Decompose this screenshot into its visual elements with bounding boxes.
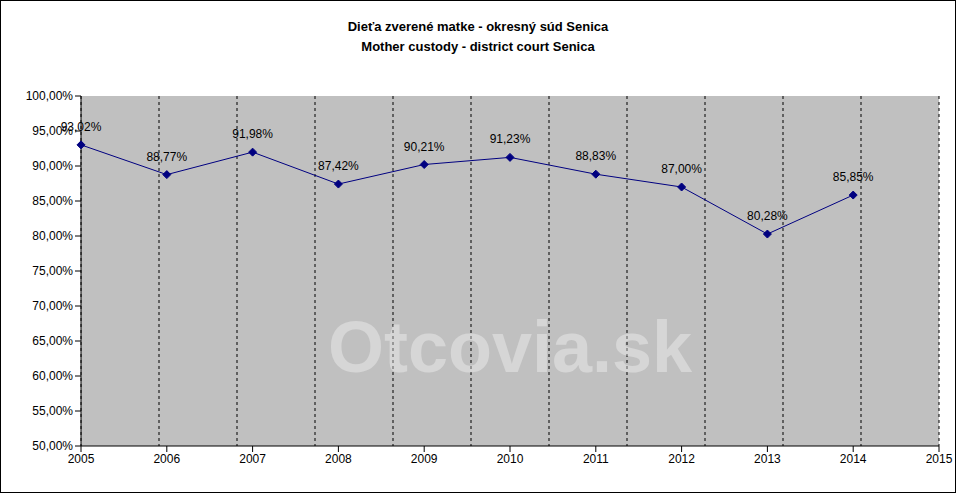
- svg-text:2006: 2006: [153, 452, 180, 466]
- svg-text:80,28%: 80,28%: [747, 209, 788, 223]
- html-text:Dieťa zverené matke - okresný: Dieťa zverené matke - okresný súd Senica: [347, 19, 609, 34]
- svg-text:90,00%: 90,00%: [32, 159, 73, 173]
- svg-text:88,83%: 88,83%: [575, 149, 616, 163]
- svg-text:90,21%: 90,21%: [404, 140, 445, 154]
- svg-text:85,85%: 85,85%: [833, 170, 874, 184]
- svg-text:2009: 2009: [411, 452, 438, 466]
- html-text:Otcovia.sk: Otcovia.sk: [327, 307, 693, 387]
- svg-text:100,00%: 100,00%: [26, 89, 74, 103]
- svg-text:60,00%: 60,00%: [32, 369, 73, 383]
- svg-text:80,00%: 80,00%: [32, 229, 73, 243]
- svg-text:87,00%: 87,00%: [661, 162, 702, 176]
- svg-text:93,02%: 93,02%: [61, 120, 102, 134]
- svg-text:2008: 2008: [325, 452, 352, 466]
- svg-text:2010: 2010: [497, 452, 524, 466]
- svg-text:2007: 2007: [239, 452, 266, 466]
- svg-text:2005: 2005: [68, 452, 95, 466]
- svg-text:2011: 2011: [583, 452, 609, 466]
- svg-text:95,00%: 95,00%: [32, 124, 73, 139]
- svg-text:2015: 2015: [926, 452, 948, 466]
- svg-text:91,23%: 91,23%: [490, 132, 531, 146]
- svg-text:87,42%: 87,42%: [318, 159, 359, 173]
- svg-text:88,77%: 88,77%: [146, 150, 187, 164]
- svg-text:2013: 2013: [754, 452, 781, 466]
- svg-text:50,00%: 50,00%: [32, 439, 73, 453]
- svg-text:75,00%: 75,00%: [32, 264, 73, 278]
- svg-text:2014: 2014: [840, 452, 867, 466]
- html-text:Mother custody - district cour: Mother custody - district court Senica: [361, 39, 595, 54]
- svg-text:85,00%: 85,00%: [32, 194, 73, 208]
- svg-text:65,00%: 65,00%: [32, 334, 73, 348]
- svg-text:91,98%: 91,98%: [232, 127, 273, 141]
- svg-text:55,00%: 55,00%: [32, 404, 73, 418]
- svg-text:2012: 2012: [668, 452, 695, 466]
- svg-text:70,00%: 70,00%: [32, 299, 73, 313]
